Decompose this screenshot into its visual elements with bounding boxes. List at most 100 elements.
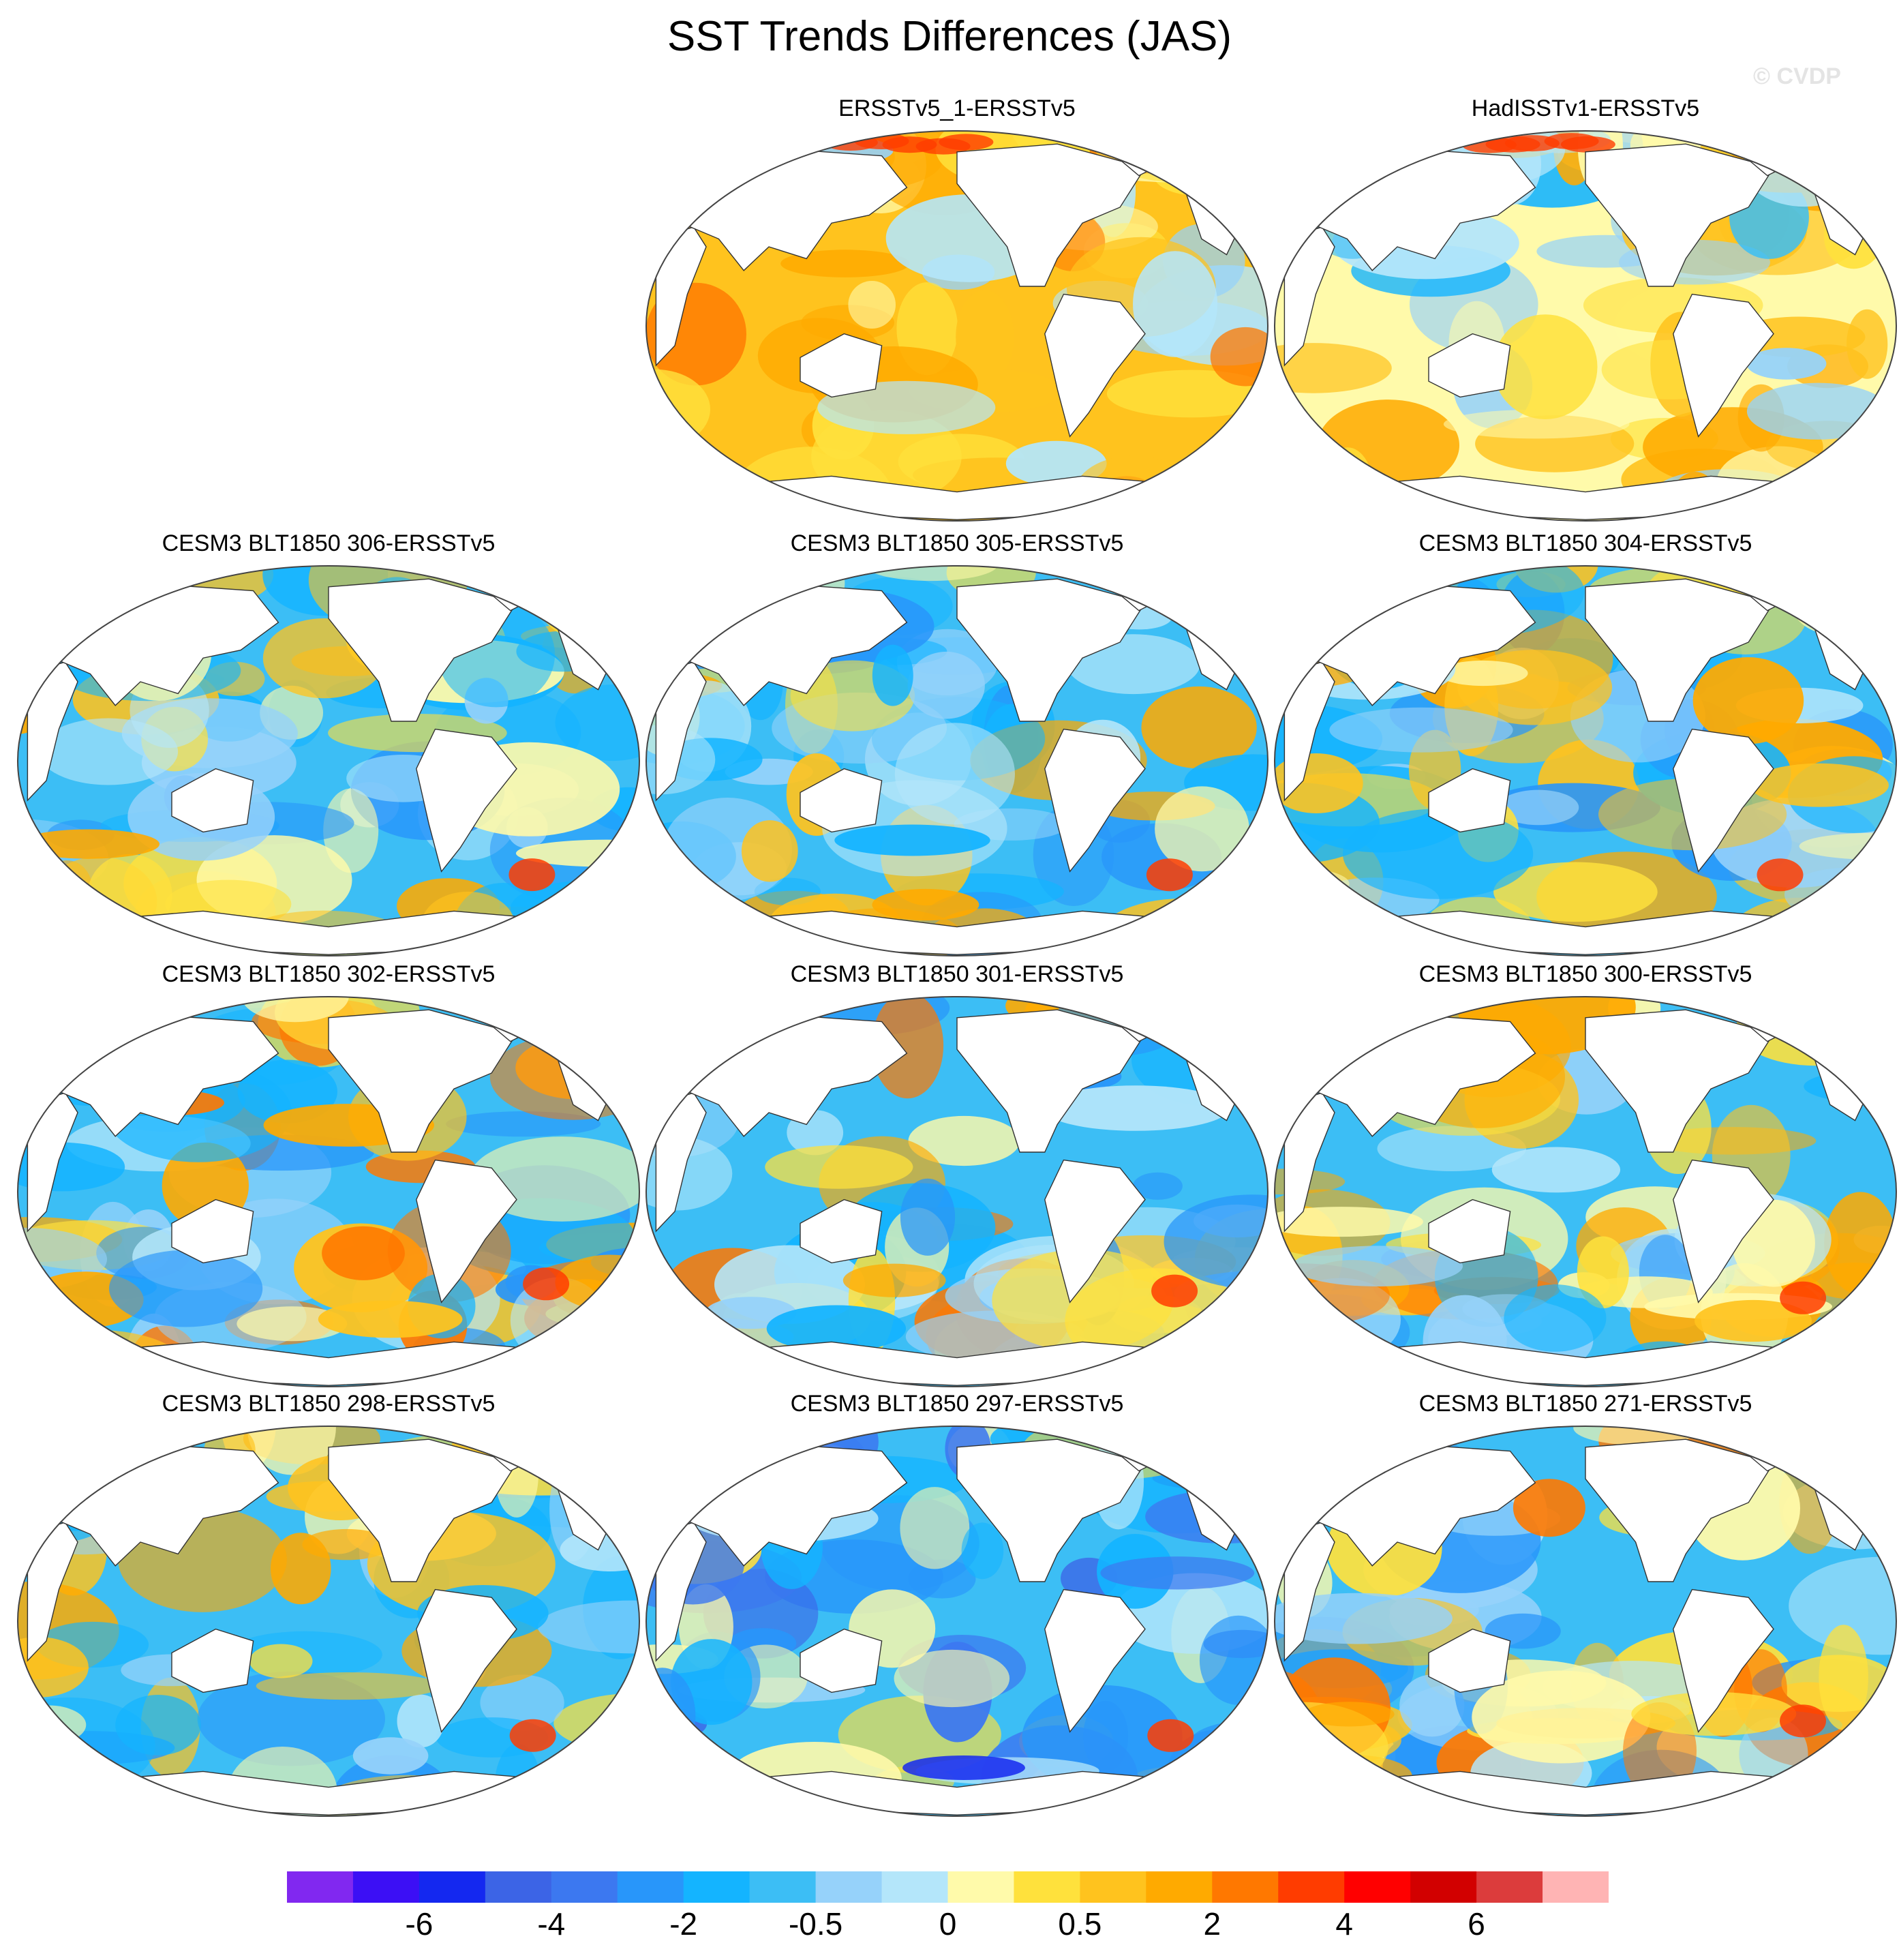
land-mass	[171, 1628, 254, 1693]
anomaly-patch	[241, 997, 350, 1023]
anomaly-hotspot	[1147, 1719, 1194, 1752]
anomaly-patch	[1493, 314, 1598, 419]
colorbar-swatch	[1080, 1871, 1146, 1903]
colorbar-swatch	[1014, 1871, 1080, 1903]
anomaly-patch	[1472, 1670, 1651, 1764]
sst-map	[645, 996, 1268, 1387]
land-mass	[416, 1588, 517, 1733]
map-panel: CESM3 BLT1850 271-ERSSTv5	[1272, 1391, 1899, 1827]
anomaly-patch	[1164, 1194, 1268, 1289]
map-panel: CESM3 BLT1850 306-ERSSTv5	[15, 530, 642, 967]
colorbar-swatch	[683, 1871, 750, 1903]
anomaly-patch	[1196, 142, 1256, 177]
land-mass	[1044, 1588, 1146, 1733]
colorbar-tick-label: 6	[1468, 1906, 1485, 1942]
sst-map	[645, 1426, 1268, 1817]
anomaly-patch	[18, 1426, 152, 1462]
colorbar-swatch	[1146, 1871, 1213, 1903]
anomaly-patch	[1275, 494, 1373, 521]
colorbar-tick-label: 0.5	[1058, 1906, 1102, 1942]
anomaly-patch	[1275, 343, 1392, 393]
anomaly-patch	[1005, 440, 1107, 486]
sst-map	[17, 1426, 640, 1817]
anomaly-patch	[323, 788, 379, 873]
anomaly-patch	[1224, 1792, 1268, 1816]
sst-map	[645, 565, 1268, 956]
map-outline	[645, 1426, 1268, 1817]
anomaly-patch	[646, 1308, 716, 1386]
colorbar-swatch	[485, 1871, 552, 1903]
sst-map	[1274, 996, 1897, 1387]
anomaly-patch	[1343, 809, 1534, 899]
anomaly-patch	[872, 644, 913, 706]
anomaly-patch	[1102, 498, 1187, 521]
anomaly-hotspot	[1151, 1274, 1198, 1308]
anomaly-patch	[900, 1487, 970, 1569]
anomaly-patch	[237, 1306, 348, 1342]
anomaly-patch	[1438, 660, 1528, 687]
sst-map	[1274, 565, 1897, 956]
anomaly-patch	[1692, 657, 1804, 744]
land-mass	[1428, 768, 1511, 833]
panel-title: CESM3 BLT1850 300-ERSSTv5	[1418, 961, 1752, 987]
anomaly-patch	[1577, 1236, 1629, 1309]
anomaly-patch	[1805, 131, 1896, 191]
anomaly-patch	[538, 1600, 639, 1654]
anomaly-patch	[1819, 1625, 1868, 1730]
land-mass	[171, 1198, 254, 1264]
anomaly-patch	[741, 820, 798, 882]
map-panel: CESM3 BLT1850 305-ERSSTv5	[643, 530, 1271, 967]
anomaly-patch	[908, 1559, 976, 1599]
anomaly-patch	[1823, 131, 1880, 215]
anomaly-patch	[654, 1728, 701, 1809]
anomaly-patch	[894, 1649, 1010, 1708]
anomaly-patch	[256, 1672, 442, 1700]
anomaly-patch	[1116, 566, 1239, 599]
anomaly-patch	[842, 1263, 946, 1297]
anomaly-patch	[1504, 1284, 1607, 1352]
anomaly-patch	[1157, 131, 1206, 153]
colorbar-swatch	[749, 1871, 817, 1903]
colorbar-tick-label: -4	[537, 1906, 566, 1942]
anomaly-patch	[1443, 409, 1630, 439]
panel-title: CESM3 BLT1850 305-ERSSTv5	[790, 530, 1124, 556]
anomaly-patch	[956, 290, 1014, 384]
anomaly-patch	[18, 1334, 140, 1387]
map-outline	[17, 996, 640, 1387]
anomaly-patch	[1491, 1147, 1621, 1193]
anomaly-patch	[1275, 468, 1334, 511]
anomaly-patch	[1141, 686, 1257, 769]
anomaly-hotspot	[508, 858, 556, 892]
colorbar-swatch	[287, 1871, 354, 1903]
map-outline	[17, 1426, 640, 1817]
panel-title: CESM3 BLT1850 298-ERSSTv5	[162, 1391, 496, 1417]
land-mass	[1428, 1198, 1511, 1264]
map-panel: CESM3 BLT1850 304-ERSSTv5	[1272, 530, 1899, 967]
anomaly-patch	[1399, 1674, 1465, 1737]
land-mass	[800, 768, 883, 833]
anomaly-patch	[900, 1178, 956, 1256]
colorbar-tick-label: -0.5	[788, 1906, 843, 1942]
map-panel: CESM3 BLT1850 302-ERSSTv5	[15, 961, 642, 1398]
map-panel: CESM3 BLT1850 301-ERSSTv5	[643, 961, 1271, 1398]
map-panel: CESM3 BLT1850 298-ERSSTv5	[15, 1391, 642, 1827]
anomaly-hotspot	[1560, 136, 1615, 153]
anomaly-patch	[18, 829, 159, 859]
anomaly-patch	[872, 888, 979, 921]
watermark: © CVDP	[1753, 63, 1841, 89]
anomaly-patch	[1292, 1338, 1367, 1387]
colorbar-swatch	[1476, 1871, 1543, 1903]
anomaly-patch	[1042, 1085, 1230, 1131]
anomaly-patch	[1275, 131, 1378, 190]
anomaly-patch	[514, 1426, 639, 1477]
land-mass	[1673, 728, 1774, 873]
sst-map	[17, 565, 640, 956]
anomaly-patch	[1748, 1426, 1887, 1456]
anomaly-patch	[1198, 131, 1268, 162]
anomaly-patch	[1780, 938, 1896, 956]
anomaly-hotspot	[1780, 1704, 1826, 1738]
anomaly-patch	[672, 131, 751, 189]
panel-title: CESM3 BLT1850 301-ERSSTv5	[790, 961, 1124, 987]
anomaly-patch	[1275, 1349, 1324, 1387]
anomaly-patch	[1847, 309, 1888, 379]
